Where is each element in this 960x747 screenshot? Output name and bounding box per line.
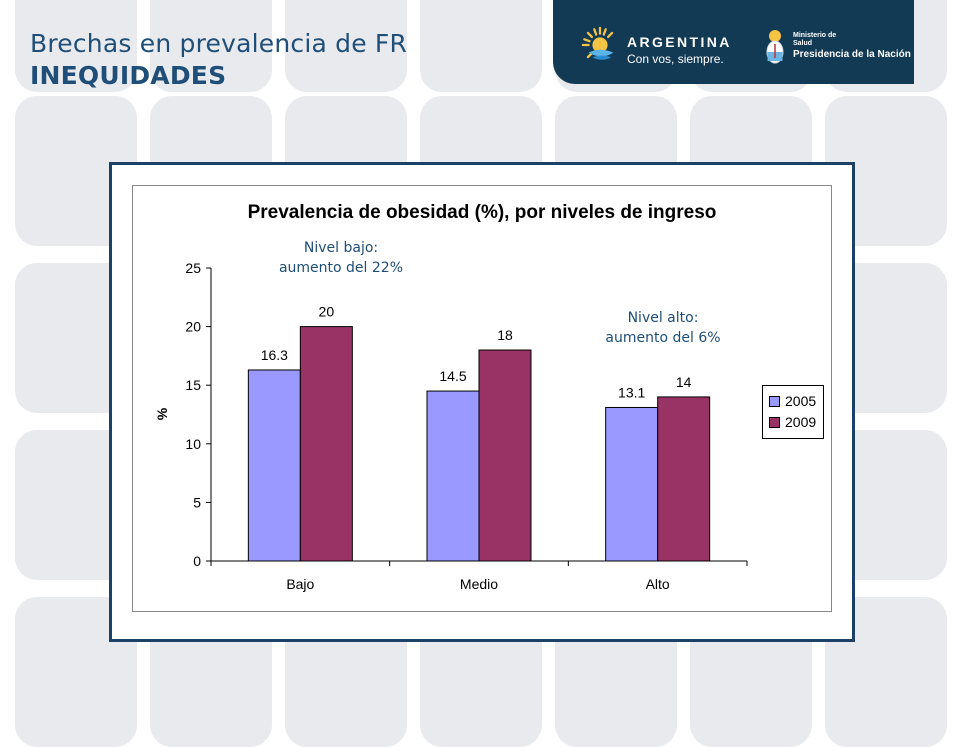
legend-item-2005: 2005 [769, 392, 816, 410]
data-label: 16.3 [261, 347, 288, 363]
national-seal-icon [766, 30, 784, 64]
data-label: 20 [319, 304, 335, 320]
y-tick-label: 15 [185, 377, 201, 393]
chart-frame: 16.3 14.5 13.1 20 18 14 0 5 10 15 20 25 Bajo Medio Alt… [109, 162, 855, 642]
x-tick-label: Alto [646, 576, 670, 592]
slide-title-line-2: INEQUIDADES [30, 61, 227, 90]
ministry-line-2: Salud [793, 40, 813, 47]
data-label: 14.5 [439, 368, 466, 384]
bar-2005-Alto [605, 406, 659, 562]
brand-block: ARGENTINA Con vos, siempre. [627, 34, 732, 66]
background-tile [285, 0, 407, 92]
legend-label-2009: 2009 [785, 414, 817, 430]
y-axis-label: % [154, 407, 170, 420]
chart-area: 16.3 14.5 13.1 20 18 14 0 5 10 15 20 25 Bajo Medio Alt… [132, 185, 832, 612]
background-tile [15, 0, 137, 92]
legend-item-2009: 2009 [769, 413, 816, 431]
annotation-high-line-2: aumento del 6% [605, 330, 721, 346]
bar-2009-Medio [478, 349, 532, 562]
data-label: 18 [497, 327, 513, 343]
y-tick-label: 25 [185, 260, 201, 276]
annotation-low-line-2: aumento del 22% [278, 260, 404, 276]
ministry-line-3: Presidencia de la Nación [793, 49, 911, 60]
annotation-low-income: Nivel bajo: aumento del 22% [271, 238, 411, 278]
legend-swatch-2009 [769, 416, 780, 428]
x-tick-label: Bajo [286, 576, 314, 592]
brand-name: ARGENTINA [627, 34, 732, 50]
bar-2005-Medio [426, 390, 480, 562]
x-tick-label: Medio [460, 576, 498, 592]
sun-logo-icon [581, 26, 614, 60]
background-tile [150, 0, 272, 92]
annotation-high-income: Nivel alto: aumento del 6% [593, 308, 733, 348]
y-tick-label: 10 [185, 436, 201, 452]
y-tick-label: 20 [185, 319, 201, 335]
annotation-high-line-1: Nivel alto: [627, 310, 699, 326]
header-banner: ARGENTINA Con vos, siempre. Ministerio d… [553, 0, 914, 84]
y-tick-label: 0 [193, 553, 201, 569]
data-label: 13.1 [618, 384, 645, 400]
ministry-line-1: Ministerio de [793, 32, 837, 39]
bar-2005-Bajo [247, 369, 301, 562]
data-label: 14 [676, 374, 692, 390]
annotation-low-line-1: Nivel bajo: [303, 240, 379, 256]
chart-title: Prevalencia de obesidad (%), por niveles… [247, 202, 717, 223]
legend-label-2005: 2005 [785, 393, 817, 409]
chart-legend: 2005 2009 [762, 385, 824, 439]
slide-title-line-1: Brechas en prevalencia de FR [30, 29, 408, 58]
bar-2009-Bajo [299, 326, 353, 562]
legend-swatch-2005 [769, 395, 780, 407]
background-tile [420, 0, 542, 92]
y-tick-label: 5 [193, 494, 201, 510]
slide-title: Brechas en prevalencia de FR INEQUIDADES [30, 28, 407, 92]
ministry-block: Ministerio de Salud Presidencia de la Na… [793, 32, 911, 62]
bar-chart: 16.3 14.5 13.1 20 18 14 0 5 10 15 20 25 Bajo Medio Alt… [154, 260, 748, 592]
bar-2009-Alto [657, 396, 711, 562]
brand-slogan: Con vos, siempre. [627, 52, 724, 66]
